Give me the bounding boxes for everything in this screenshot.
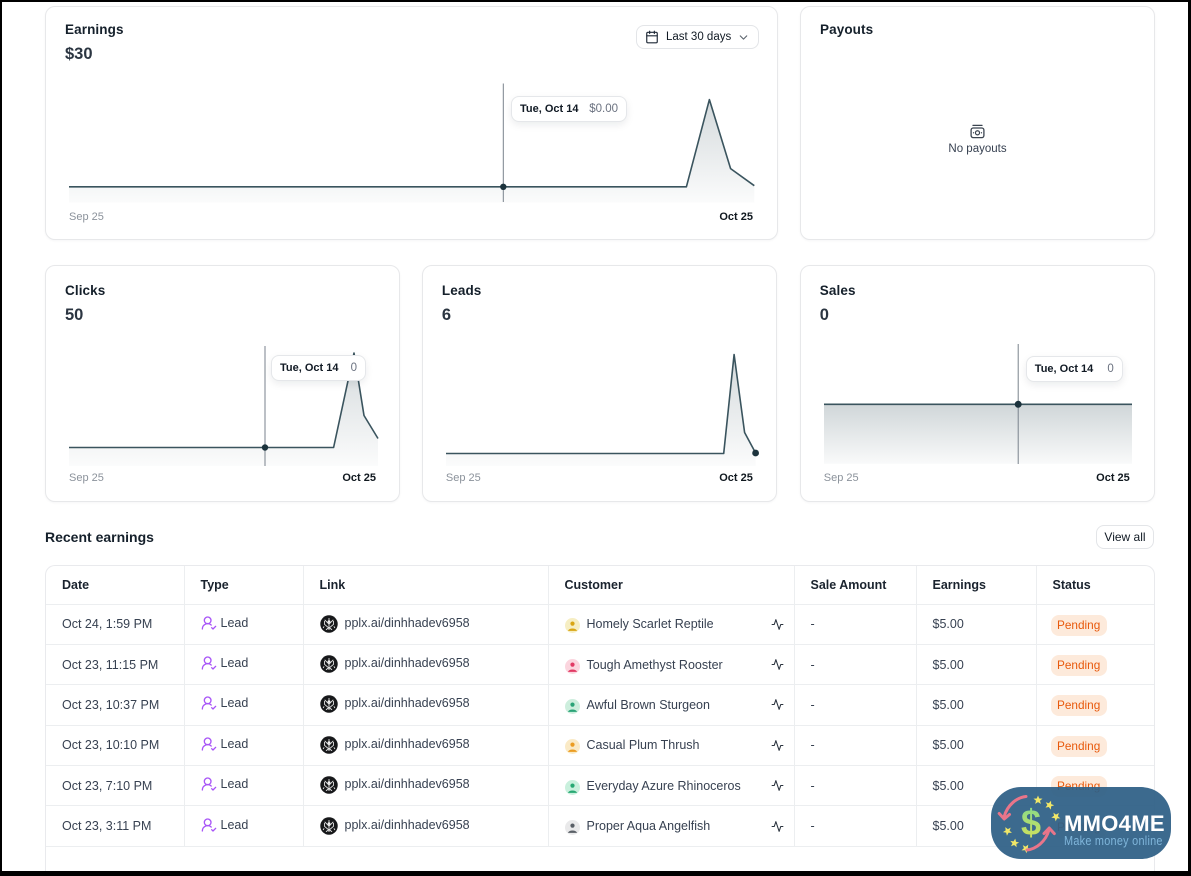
- svg-text:$: $: [1021, 802, 1041, 843]
